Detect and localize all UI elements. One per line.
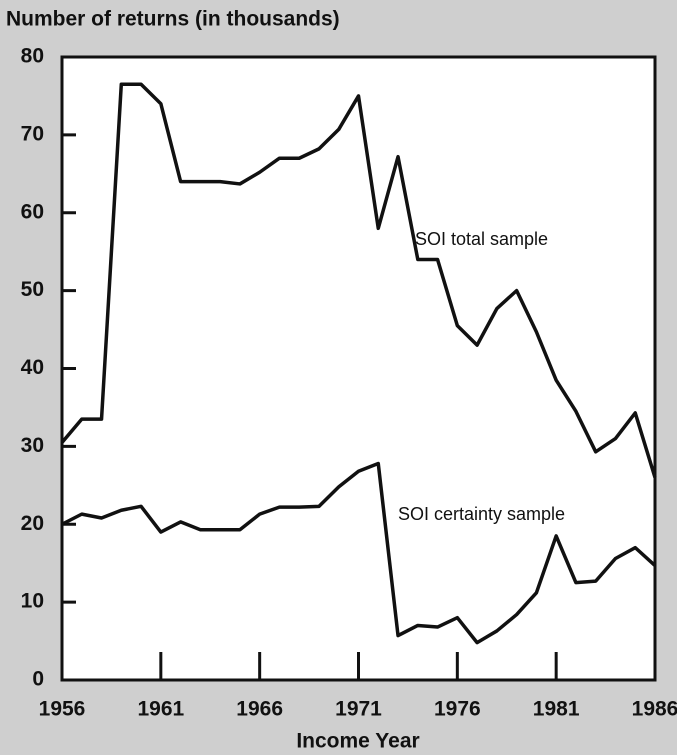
x-axis-label: Income Year [296, 730, 419, 753]
series-line [61, 461, 657, 645]
y-tick-label: 50 [21, 278, 44, 301]
series-label: SOI total sample [415, 229, 548, 249]
series-label: SOI certainty sample [398, 504, 565, 524]
y-tick-label: 70 [21, 122, 44, 145]
series-line [60, 82, 657, 479]
y-tick-label: 30 [21, 434, 44, 457]
y-tick-label: 20 [21, 512, 44, 535]
y-tick-label: 40 [21, 356, 44, 379]
x-tick-label: 1961 [137, 698, 184, 721]
plot-area [60, 55, 657, 682]
y-tick-label: 80 [21, 45, 44, 68]
x-tick-label: 1981 [533, 698, 580, 721]
x-tick-label: 1986 [632, 698, 677, 721]
y-tick-label: 60 [21, 200, 44, 223]
x-tick-label: 1971 [335, 698, 382, 721]
chart-title: Number of returns (in thousands) [6, 8, 340, 31]
x-tick-label: 1966 [236, 698, 283, 721]
x-tick-label: 1976 [434, 698, 481, 721]
y-tick-label: 0 [32, 668, 44, 691]
x-tick-label: 1956 [39, 698, 86, 721]
y-tick-label: 10 [21, 590, 44, 613]
